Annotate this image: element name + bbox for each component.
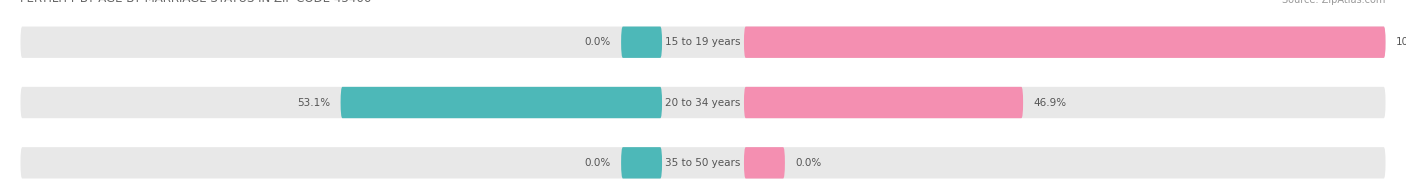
FancyBboxPatch shape xyxy=(21,147,1385,179)
FancyBboxPatch shape xyxy=(744,26,1385,58)
Text: 20 to 34 years: 20 to 34 years xyxy=(665,98,741,108)
FancyBboxPatch shape xyxy=(21,87,1385,118)
FancyBboxPatch shape xyxy=(744,87,1024,118)
FancyBboxPatch shape xyxy=(621,26,662,58)
FancyBboxPatch shape xyxy=(621,147,662,179)
Text: 35 to 50 years: 35 to 50 years xyxy=(665,158,741,168)
Text: FERTILITY BY AGE BY MARRIAGE STATUS IN ZIP CODE 43466: FERTILITY BY AGE BY MARRIAGE STATUS IN Z… xyxy=(21,0,371,5)
Text: Source: ZipAtlas.com: Source: ZipAtlas.com xyxy=(1282,0,1385,5)
FancyBboxPatch shape xyxy=(744,147,785,179)
FancyBboxPatch shape xyxy=(340,87,662,118)
Text: 53.1%: 53.1% xyxy=(297,98,330,108)
Text: 0.0%: 0.0% xyxy=(585,158,610,168)
Text: 46.9%: 46.9% xyxy=(1033,98,1067,108)
Text: 15 to 19 years: 15 to 19 years xyxy=(665,37,741,47)
Text: 100.0%: 100.0% xyxy=(1396,37,1406,47)
FancyBboxPatch shape xyxy=(21,26,1385,58)
Text: 0.0%: 0.0% xyxy=(796,158,821,168)
Text: 0.0%: 0.0% xyxy=(585,37,610,47)
